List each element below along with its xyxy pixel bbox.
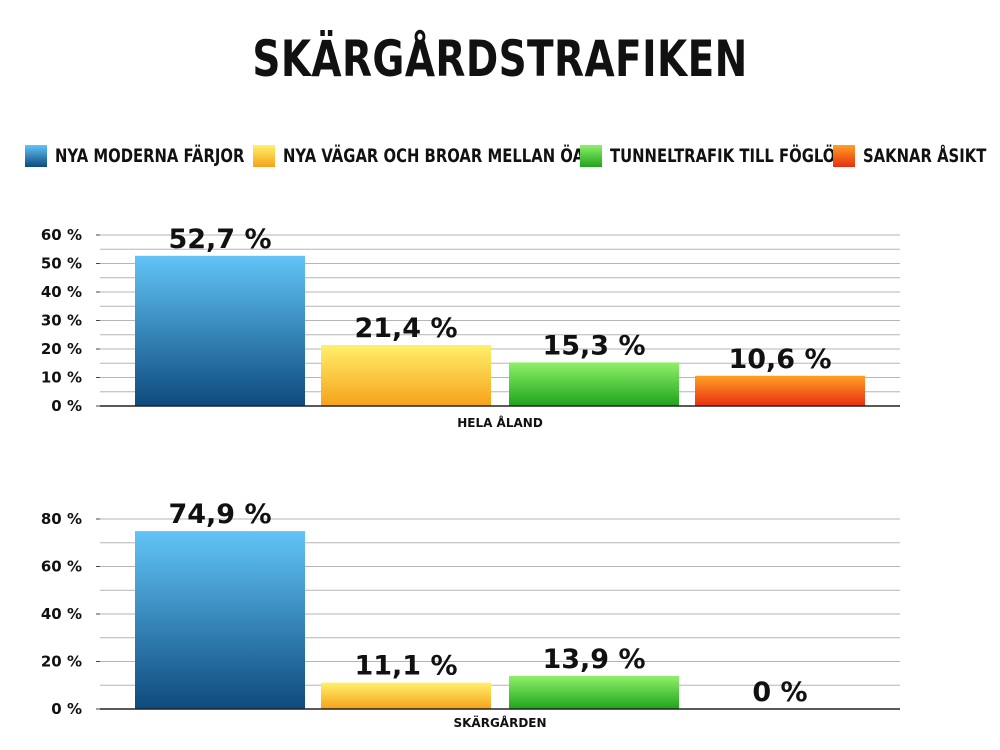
data-label: 74,9 % — [168, 499, 271, 530]
legend-swatch — [25, 145, 47, 167]
chart-title: SKÄRGÅRDSTRAFIKEN — [252, 30, 748, 88]
bar — [509, 675, 679, 709]
bar — [135, 531, 305, 709]
data-label: 11,1 % — [354, 651, 457, 682]
legend-item: NYA VÄGAR OCH BROAR MELLAN ÖAR — [253, 145, 683, 167]
legend-label: SAKNAR ÅSIKT — [863, 145, 987, 167]
y-tick-label: 80 % — [41, 510, 82, 528]
y-tick-label: 0 % — [51, 397, 82, 415]
x-axis-label: HELA ÅLAND — [457, 415, 543, 430]
y-tick-label: 0 % — [51, 700, 82, 718]
data-label: 15,3 % — [542, 330, 645, 361]
data-label: 0 % — [752, 677, 807, 708]
data-label: 10,6 % — [728, 344, 831, 375]
legend-swatch — [253, 145, 275, 167]
bar — [321, 682, 491, 709]
y-tick-label: 50 % — [41, 255, 82, 273]
y-tick-label: 60 % — [41, 558, 82, 576]
data-label: 52,7 % — [168, 224, 271, 255]
legend-item: SAKNAR ÅSIKT — [833, 145, 1000, 167]
bar — [509, 362, 679, 406]
y-tick-label: 20 % — [41, 340, 82, 358]
legend-label: TUNNELTRAFIK TILL FÖGLÖ — [610, 145, 836, 167]
legend-item: NYA MODERNA FÄRJOR — [25, 145, 298, 167]
chart-2: 0 % 20 % 40 % 60 % 80 % 74,9 % 11,1 % 13,9 % 0 %… — [41, 499, 900, 730]
bar — [135, 255, 305, 406]
data-label: 13,9 % — [542, 644, 645, 675]
legend-swatch — [833, 145, 855, 167]
y-tick-label: 20 % — [41, 653, 82, 671]
legend-item: TUNNELTRAFIK TILL FÖGLÖ — [580, 145, 899, 167]
bar — [321, 345, 491, 406]
y-tick-label: 60 % — [41, 226, 82, 244]
y-tick-label: 40 % — [41, 605, 82, 623]
x-axis-label: SKÄRGÅRDEN — [453, 715, 546, 730]
legend-label: NYA MODERNA FÄRJOR — [55, 145, 245, 167]
y-tick-label: 10 % — [41, 369, 82, 387]
bar — [695, 375, 865, 406]
y-tick-label: 40 % — [41, 283, 82, 301]
y-tick-label: 30 % — [41, 312, 82, 330]
legend-swatch — [580, 145, 602, 167]
legend-label: NYA VÄGAR OCH BROAR MELLAN ÖAR — [283, 145, 596, 167]
data-label: 21,4 % — [354, 313, 457, 344]
legend: NYA MODERNA FÄRJOR NYA VÄGAR OCH BROAR ME… — [0, 145, 1000, 185]
chart-1: 0 % 10 % 20 % 30 % 40 % 50 % 60 % 52,7 % 21,4 % 1… — [41, 224, 900, 430]
